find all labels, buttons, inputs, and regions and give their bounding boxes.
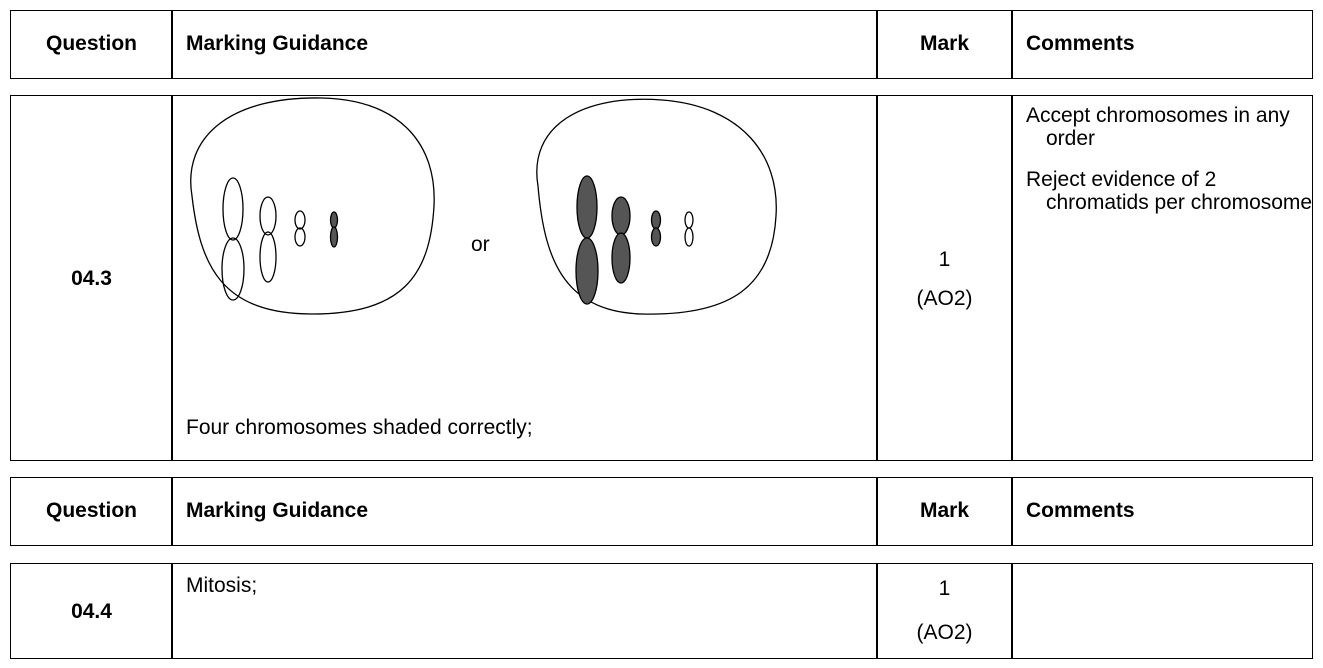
mark: 1 bbox=[938, 577, 951, 600]
header: Comments bbox=[1026, 32, 1135, 55]
cell bbox=[876, 477, 1013, 546]
cell bbox=[876, 10, 1013, 79]
header: Marking Guidance bbox=[186, 32, 369, 55]
cell bbox=[10, 95, 173, 461]
cell bbox=[1011, 10, 1313, 79]
cell bbox=[10, 477, 173, 546]
header: Marking Guidance bbox=[186, 499, 369, 522]
cell bbox=[10, 563, 173, 659]
header: Question bbox=[45, 32, 137, 55]
cell bbox=[1011, 95, 1313, 461]
question: 04.3 bbox=[71, 267, 112, 290]
comment: Accept chromosomes in any order bbox=[1026, 104, 1290, 150]
mark: 1 bbox=[938, 248, 951, 271]
guidance: Mitosis; bbox=[186, 574, 258, 597]
cell bbox=[171, 95, 878, 461]
cell bbox=[171, 477, 878, 546]
header: Mark bbox=[919, 499, 970, 522]
comment: Reject evidence of 2 chromatids per chro… bbox=[1026, 168, 1313, 214]
header: Comments bbox=[1026, 499, 1135, 522]
cell bbox=[1011, 563, 1313, 659]
chromosome-diagram bbox=[190, 97, 777, 315]
question: 04.4 bbox=[71, 600, 112, 623]
separator: or bbox=[471, 233, 490, 256]
mark: (AO2) bbox=[916, 621, 973, 644]
cell bbox=[876, 95, 1013, 461]
mark: (AO2) bbox=[916, 287, 973, 310]
cell bbox=[171, 563, 878, 659]
cell bbox=[1011, 477, 1313, 546]
header: Question bbox=[45, 499, 137, 522]
header: Mark bbox=[919, 32, 970, 55]
guidance: Four chromosomes shaded correctly; bbox=[186, 416, 533, 439]
cell bbox=[876, 563, 1013, 659]
cell bbox=[10, 10, 173, 79]
cell bbox=[171, 10, 878, 79]
